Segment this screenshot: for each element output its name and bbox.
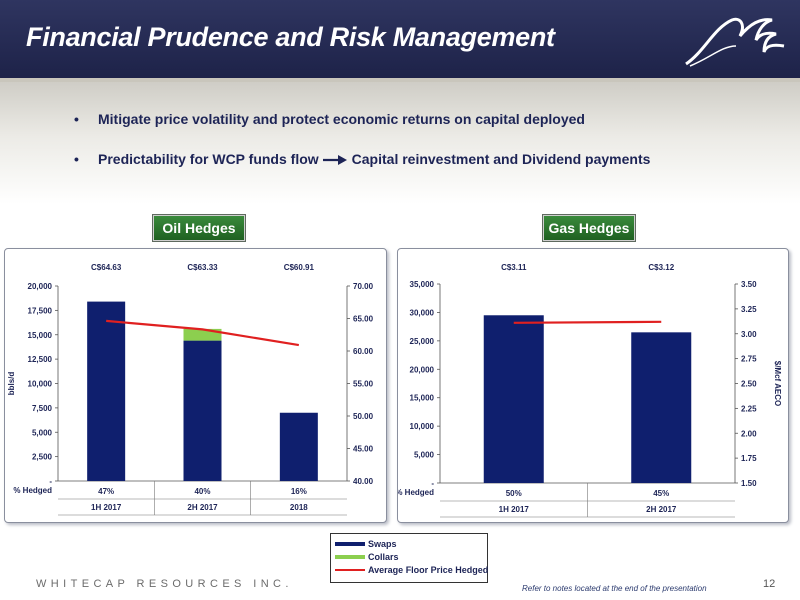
y-tick-label-right: 65.00 [353,315,374,324]
bar-swaps [279,412,318,481]
y-tick-label-right: 45.00 [353,445,374,454]
legend-swatch-swaps [335,542,365,546]
y-tick-label-left: 17,500 [28,306,53,315]
y-tick-label-left: 15,000 [410,394,435,403]
bullet-text-after: Capital reinvestment and Dividend paymen… [351,151,651,167]
hedged-row-label: % Hedged [13,486,52,495]
x-category-label: 2H 2017 [646,505,677,514]
y-tick-label-left: 35,000 [410,280,435,289]
y-tick-label-right: 2.50 [741,380,757,389]
price-label: C$60.91 [284,263,315,272]
y-tick-label-right: 1.75 [741,454,757,463]
y-tick-label-left: 10,000 [28,380,53,389]
y-tick-label-right: 2.75 [741,355,757,364]
x-category-label: 2018 [290,503,308,512]
legend-swatch-collars [335,555,365,559]
whitecap-logo-icon [685,17,785,67]
company-name: WHITECAP RESOURCES INC. [36,578,293,590]
x-category-label: 2H 2017 [187,503,218,512]
y-tick-label-right: 70.00 [353,282,374,291]
y-axis-label-right: C$/bbl WTI [385,363,386,404]
y-tick-label-right: 3.00 [741,330,757,339]
oil-chart-panel: - 2,500 5,000 7,500 10,000 12,500 15,000 17,500… [4,248,387,523]
y-tick-label-left: 2,500 [32,453,53,462]
bullet-marker: • [74,111,79,127]
bar-swaps [87,301,126,481]
floor-price-line [106,319,300,347]
y-tick-label-right: 40.00 [353,477,374,486]
y-tick-label-left: - [431,479,434,488]
bullet-text: Mitigate price volatility and protect ec… [98,111,585,127]
y-tick-label-left: 20,000 [410,365,435,374]
header-divider [0,78,800,82]
y-tick-label-right: 55.00 [353,380,374,389]
hedged-row-label: % Hedged [398,488,434,497]
hedged-value: 47% [98,487,114,496]
bullet-marker: • [74,151,79,167]
bullet-text-before: Predictability for WCP funds flow [98,151,319,167]
price-label: C$3.12 [648,263,674,272]
legend-label: Swaps [368,539,397,549]
legend-label: Average Floor Price Hedged [368,565,489,575]
bullet-banner [0,82,800,204]
bar-swaps [483,315,544,483]
y-tick-label-left: 15,000 [28,331,53,340]
x-category-label: 1H 2017 [91,503,122,512]
arrow-right-icon [322,155,347,166]
price-label: C$3.11 [501,263,527,272]
y-tick-label-left: 10,000 [410,422,435,431]
page-number: 12 [763,578,776,590]
hedged-value: 16% [291,487,307,496]
hedged-value: 50% [506,489,522,498]
legend-label: Collars [368,552,399,562]
bar-collars [183,328,222,341]
y-tick-label-left: 5,000 [414,451,435,460]
page-title: Financial Prudence and Risk Management [26,22,555,52]
hedged-value: 40% [194,487,210,496]
oil-hedges-badge: Oil Hedges [153,215,245,241]
y-tick-label-right: 3.50 [741,280,757,289]
price-label: C$64.63 [91,263,122,272]
floor-price-line [513,320,662,324]
price-label: C$63.33 [187,263,218,272]
legend-swatch-floor [335,569,365,571]
footnote: Refer to notes located at the end of the… [522,584,707,593]
gas-hedges-badge: Gas Hedges [543,215,635,241]
bar-swaps [183,340,222,481]
bullet-text: Predictability for WCP funds flow Capital… [98,151,650,167]
y-tick-label-right: 3.25 [741,305,757,314]
gas-chart-panel: - 5,000 10,000 15,000 20,000 25,000 30,000 35,0… [397,248,789,523]
hedged-value: 45% [653,489,669,498]
y-tick-label-left: 25,000 [410,337,435,346]
header-bar: Financial Prudence and Risk Management [0,0,800,80]
y-tick-label-right: 1.50 [741,479,757,488]
chart-legend: Swaps Collars Average Floor Price Hedged [330,533,488,583]
bar-swaps [631,332,692,483]
y-tick-label-left: - [49,477,52,486]
y-tick-label-left: 7,500 [32,404,53,413]
x-category-label: 1H 2017 [499,505,530,514]
y-axis-label-right: $/Mcf AECO [773,361,782,407]
y-tick-label-left: 20,000 [28,282,53,291]
gas-hedges-chart: - 5,000 10,000 15,000 20,000 25,000 30,000 35,0… [398,263,782,518]
y-tick-label-right: 2.25 [741,404,757,413]
y-tick-label-right: 2.00 [741,429,757,438]
y-tick-label-left: 12,500 [28,355,53,364]
y-tick-label-left: 5,000 [32,428,53,437]
y-tick-label-right: 50.00 [353,412,374,421]
y-axis-label-left: bbls/d [7,372,16,396]
oil-hedges-chart: - 2,500 5,000 7,500 10,000 12,500 15,000 17,500… [7,263,386,516]
y-tick-label-left: 30,000 [410,308,435,317]
y-tick-label-right: 60.00 [353,347,374,356]
